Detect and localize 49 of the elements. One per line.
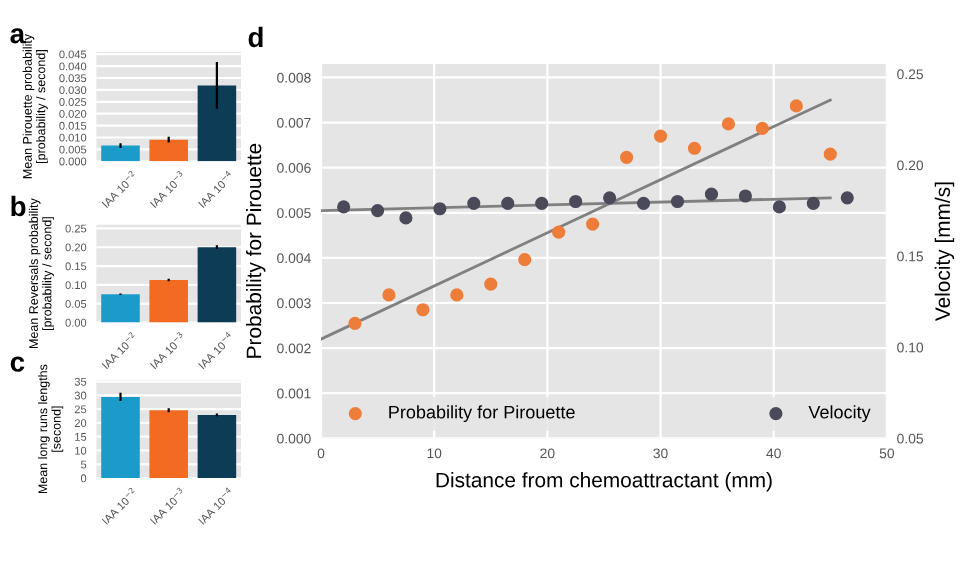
point: [755, 121, 769, 136]
point: [823, 147, 837, 161]
point: [840, 191, 854, 205]
point: [738, 189, 752, 203]
point: [501, 196, 515, 210]
point: [382, 288, 396, 302]
point: [586, 217, 600, 231]
chart-title: b: [11, 195, 26, 217]
point: [806, 196, 820, 210]
y-axis-title: Probability for Pirouette: [246, 143, 266, 358]
point: [433, 202, 447, 216]
bar: [101, 294, 140, 323]
bar: [101, 145, 140, 162]
bar: [149, 410, 188, 479]
bar: [197, 85, 237, 162]
bar: [197, 247, 237, 323]
bar: [197, 414, 237, 479]
point: [467, 196, 481, 210]
point: [569, 194, 583, 209]
point: [603, 191, 617, 205]
point: [416, 303, 430, 317]
point: [371, 204, 385, 218]
x-axis-title: Distance from chemoattractant (mm): [436, 472, 772, 492]
point: [704, 187, 719, 201]
point: [337, 200, 351, 214]
legend-label: Probability for Pirouette: [389, 405, 575, 423]
point: [535, 196, 549, 210]
legend-label: Velocity: [808, 405, 871, 423]
point: [484, 277, 498, 291]
bar: [149, 139, 188, 162]
chart-title: d: [248, 26, 263, 48]
point: [348, 316, 362, 330]
point: [653, 129, 668, 143]
point: [772, 200, 786, 214]
bar: [101, 396, 140, 479]
point: [619, 150, 634, 164]
point: [399, 211, 413, 225]
point: [789, 99, 803, 113]
point: [670, 194, 685, 209]
chart-title: c: [10, 356, 25, 372]
bar: [149, 280, 188, 323]
point: [636, 196, 651, 210]
point: [721, 117, 736, 131]
point: [552, 225, 566, 239]
point: [450, 288, 464, 302]
y2-axis-title: Velocity [mm/s]: [934, 182, 955, 322]
point: [687, 141, 702, 155]
point: [518, 253, 532, 267]
chart-title: a: [10, 28, 26, 44]
